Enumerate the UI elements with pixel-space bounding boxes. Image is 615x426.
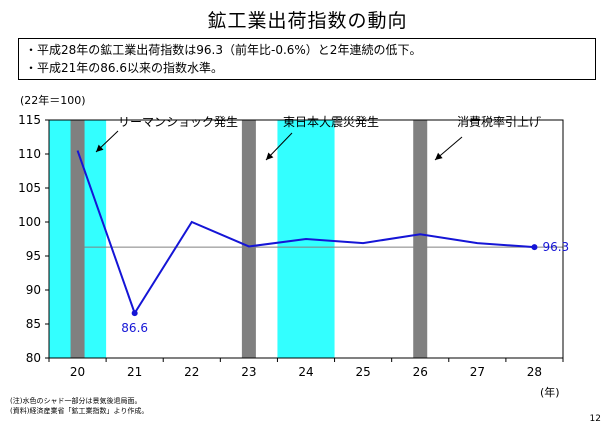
- y-tick-label-95: 95: [26, 249, 41, 263]
- y-tick-label-100: 100: [18, 215, 41, 229]
- footnotes: (注)水色のシャド一部分は景気後退局面。 (資料)経済産業省「鉱工業指数」より作…: [10, 396, 148, 416]
- event-arrow-head-1: [96, 144, 104, 152]
- bullet-1: ・平成28年の鉱工業出荷指数は96.3（前年比-0.6%）と2年連続の低下。: [25, 43, 422, 57]
- x-tick-label-20: 20: [70, 365, 85, 379]
- y-tick-label-85: 85: [26, 317, 41, 331]
- plot-border: [48, 119, 564, 359]
- event-bar-2: [241, 120, 256, 358]
- y-tick-label-90: 90: [26, 283, 41, 297]
- y-tick-label-115: 115: [18, 113, 41, 127]
- x-tick-label-25: 25: [355, 365, 370, 379]
- x-tick-label-22: 22: [184, 365, 199, 379]
- x-tick-label-26: 26: [413, 365, 428, 379]
- note-recession: (注)水色のシャド一部分は景気後退局面。: [10, 397, 142, 405]
- event-label-2: 東日本大震災発生: [283, 115, 379, 129]
- x-tick-label-27: 27: [470, 365, 485, 379]
- event-bar-1: [70, 120, 85, 358]
- summary-box: ・平成28年の鉱工業出荷指数は96.3（前年比-0.6%）と2年連続の低下。 ・…: [18, 38, 596, 80]
- series-line: [76, 150, 535, 316]
- event-label-1: リーマンショック発生: [118, 115, 238, 129]
- page-title: 鉱工業出荷指数の動向: [207, 10, 408, 32]
- event-bar-3: [413, 120, 428, 358]
- x-tick-label-28: 28: [527, 365, 542, 379]
- event-label-3: 消費税率引上げ: [457, 114, 541, 129]
- data-label-21: 86.6: [121, 321, 148, 335]
- event-arrow-head-3: [435, 152, 443, 160]
- y-tick-label-110: 110: [18, 147, 41, 161]
- x-tick-label-21: 21: [127, 365, 142, 379]
- event-arrow-head-2: [266, 152, 274, 160]
- y-tick-label-80: 80: [26, 351, 41, 365]
- data-point-21: [131, 310, 138, 317]
- data-point-28: [531, 244, 538, 251]
- data-label-28: 96.3: [542, 240, 569, 254]
- y-unit-label: (22年＝100): [20, 93, 86, 107]
- x-unit-label: (年): [540, 385, 560, 399]
- x-tick-label-23: 23: [241, 365, 256, 379]
- page-number: 12: [589, 414, 601, 424]
- bullet-2: ・平成21年の86.6以来の指数水準。: [25, 61, 223, 75]
- x-tick-label-24: 24: [298, 365, 313, 379]
- note-source: (資料)経済産業省「鉱工業指数」より作成。: [10, 407, 149, 415]
- y-tick-label-105: 105: [18, 181, 41, 195]
